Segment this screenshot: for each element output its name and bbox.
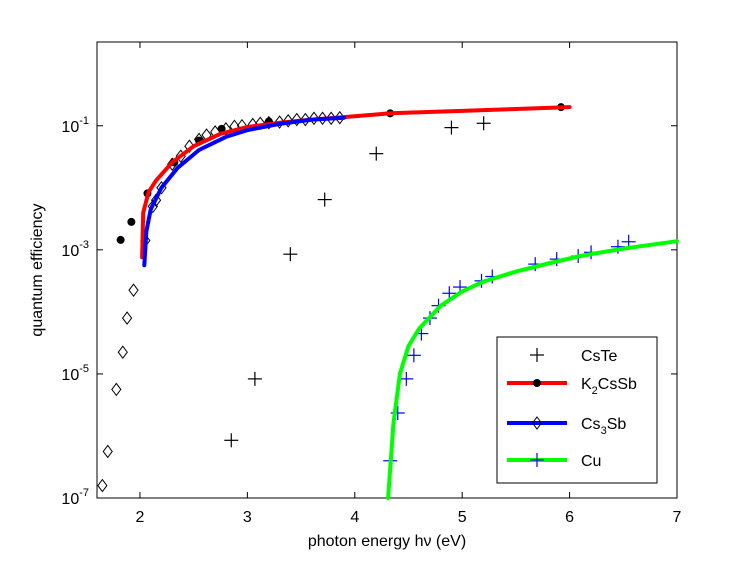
y-tick-base: 10 — [61, 491, 79, 508]
cs3sb-marker — [274, 115, 285, 129]
cs3sb-marker — [263, 115, 274, 130]
legend-label-cs3sb: Cs3Sb — [581, 416, 626, 437]
cu-marker — [406, 348, 421, 363]
cs3sb-marker — [317, 111, 328, 126]
legend-item-cu: Cu — [507, 453, 601, 470]
cs3sb-marker — [111, 382, 122, 397]
series-layer — [97, 103, 679, 500]
legend-label-cu: Cu — [581, 453, 601, 470]
x-axis-label: photon energy hν (eV) — [308, 533, 466, 550]
cste-marker — [317, 192, 332, 207]
k2cssb-fit-line — [140, 105, 572, 260]
legend-marker-cs3sb — [531, 416, 543, 430]
legend-marker-cste — [530, 348, 544, 362]
cu-marker — [399, 371, 414, 386]
cs3sb-marker — [184, 139, 195, 154]
x-tick-label: 6 — [565, 509, 574, 526]
x-tick-label: 3 — [243, 509, 252, 526]
k2cssb-marker — [127, 217, 136, 226]
cs3sb-marker — [97, 478, 108, 493]
axis-ticks: 2 3 4 5 6 710-710-510-310-1 — [61, 42, 682, 526]
legend-item-k2cssb: K2CsSb — [507, 376, 637, 397]
legend-item-cs3sb: Cs3Sb — [507, 416, 626, 437]
cste-marker — [224, 433, 239, 448]
legend-marker-cu — [530, 453, 544, 467]
cs3sb-fit-line — [142, 115, 346, 268]
cs3sb-marker — [121, 311, 133, 325]
y-tick-exponent: -1 — [79, 115, 89, 127]
legend-label-main: Cs — [581, 416, 601, 433]
k2cssb-marker — [116, 235, 125, 244]
y-tick-base: 10 — [61, 243, 79, 260]
cs3sb-marker — [300, 112, 311, 127]
cs3sb-marker — [283, 113, 294, 128]
cs3sb-marker — [102, 444, 113, 459]
cs3sb-marker — [150, 193, 162, 208]
y-tick-label: 10-7 — [61, 487, 89, 508]
cs3sb-marker — [128, 283, 139, 297]
cu-fit-line — [386, 239, 679, 500]
cs3sb-marker — [308, 111, 320, 126]
series-cste — [224, 116, 491, 448]
legend-label-cste: CsTe — [581, 348, 618, 365]
legend-label-main: Cu — [581, 453, 601, 470]
y-tick-base: 10 — [61, 367, 79, 384]
y-tick-exponent: -5 — [79, 363, 89, 375]
cste-marker — [476, 116, 491, 131]
x-tick-label: 5 — [458, 509, 467, 526]
legend-label-subscript: 2 — [592, 385, 598, 397]
legend-label-main: CsTe — [581, 348, 618, 365]
cste-marker — [247, 371, 262, 386]
y-tick-label: 10-1 — [61, 115, 89, 136]
legend-marker-k2cssb — [533, 379, 541, 387]
cs3sb-marker — [291, 112, 302, 127]
y-axis-label: quantum efficiency — [29, 203, 46, 336]
y-tick-label: 10-3 — [61, 239, 89, 260]
legend-label-rest: Sb — [607, 416, 627, 433]
y-tick-base: 10 — [61, 119, 79, 136]
x-tick-label: 7 — [673, 509, 682, 526]
cste-marker — [283, 247, 298, 262]
legend-label-subscript: 3 — [601, 425, 607, 437]
legend-label-rest: CsSb — [598, 376, 637, 393]
legend-label-main: K — [581, 376, 592, 393]
y-tick-exponent: -3 — [79, 239, 89, 251]
x-tick-label: 2 — [136, 509, 145, 526]
cste-marker — [369, 146, 384, 161]
cste-marker — [444, 120, 459, 135]
legend-item-cste: CsTe — [530, 348, 618, 365]
x-tick-label: 4 — [350, 509, 359, 526]
y-tick-exponent: -7 — [79, 487, 89, 499]
cs3sb-marker — [147, 199, 158, 214]
legend-label-k2cssb: K2CsSb — [581, 376, 637, 397]
y-tick-label: 10-5 — [61, 363, 89, 384]
cs3sb-marker — [117, 345, 128, 360]
